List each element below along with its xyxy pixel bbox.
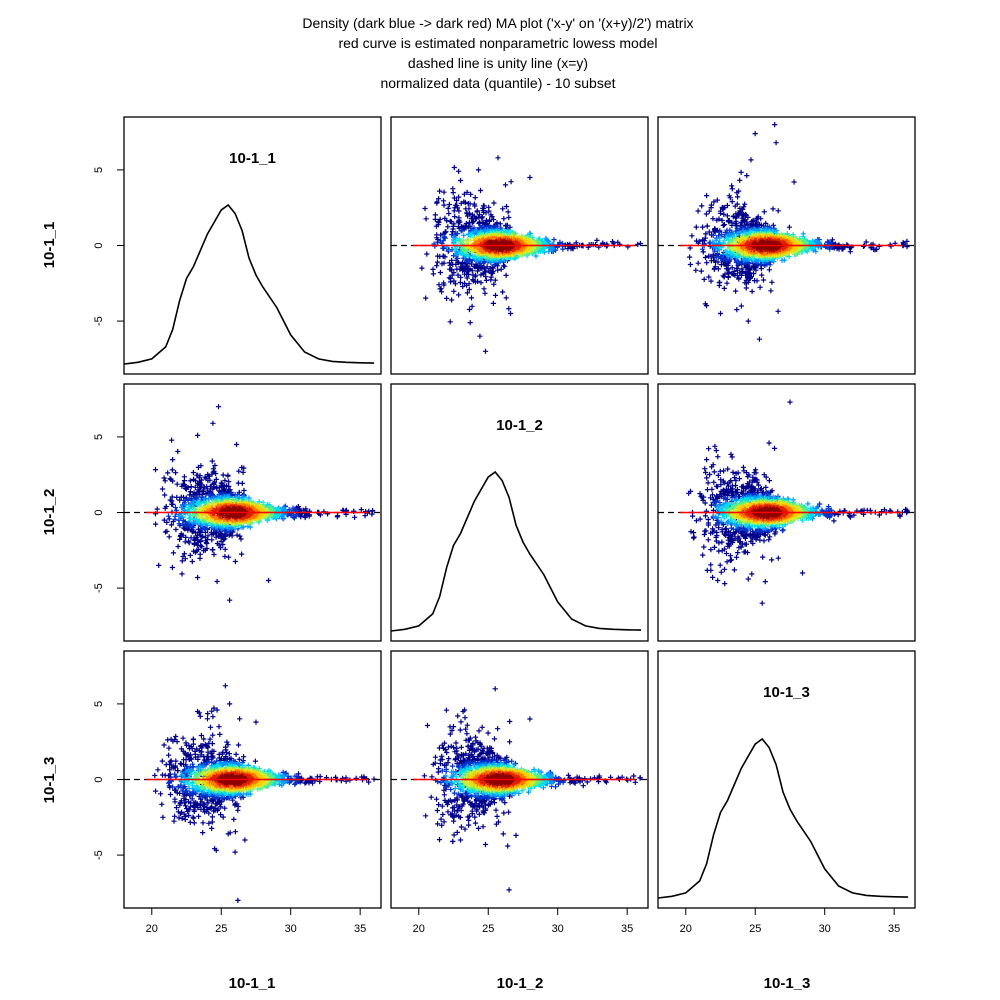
y-axis-row-2: -5 0 5 — [93, 434, 124, 593]
title-line-1: Density (dark blue -> dark red) MA plot … — [302, 15, 693, 31]
title-line-3: dashed line is unity line (x=y) — [408, 55, 588, 71]
x-axis-col-1: 20 25 30 35 — [146, 908, 366, 935]
diagonal-sample-label: 10-1_2 — [496, 417, 543, 434]
y-tick-label: 0 — [93, 242, 105, 248]
title-line-4: normalized data (quantile) - 10 subset — [380, 75, 615, 91]
panel-frame — [390, 116, 649, 375]
x-axis-col-2: 20 25 30 35 — [413, 908, 633, 935]
row-label-2: 10-1_2 — [41, 489, 58, 536]
x-axis-col-3: 20 25 30 35 — [680, 908, 900, 935]
panel-grid: 10-1_1 10-1_2 10-1_3 — [123, 116, 916, 909]
density-curve — [124, 203, 375, 365]
density-points-level-1 — [419, 155, 643, 354]
y-tick-label: 5 — [93, 434, 105, 440]
panel-r2-c3 — [657, 383, 916, 642]
diagonal-sample-label: 10-1_3 — [763, 684, 810, 701]
panel-r3-c2 — [390, 650, 649, 909]
y-tick-label: -5 — [93, 850, 105, 860]
panel-plot-area — [391, 155, 648, 354]
y-tick-label: 5 — [93, 701, 105, 707]
row-label-3: 10-1_3 — [41, 757, 58, 804]
panel-plot-area — [391, 686, 648, 893]
panel-r2-c2: 10-1_2 — [390, 383, 649, 642]
title-line-2: red curve is estimated nonparametric low… — [338, 35, 657, 51]
panel-plot-area — [124, 683, 381, 903]
diagonal-sample-label: 10-1_1 — [229, 150, 276, 167]
y-tick-label: -5 — [93, 316, 105, 326]
panel-frame — [390, 383, 649, 642]
x-tick-label: 25 — [482, 923, 494, 935]
panel-frame — [657, 650, 916, 909]
panel-r1-c2 — [390, 116, 649, 375]
x-tick-label: 35 — [354, 923, 366, 935]
x-axes: 20 25 30 35 20 25 30 35 20 25 30 35 — [146, 908, 900, 935]
x-tick-label: 35 — [621, 923, 633, 935]
panel-plot-area — [658, 737, 909, 899]
panel-plot-area — [391, 470, 642, 632]
panel-plot-area — [124, 203, 375, 365]
panel-r2-c1 — [123, 383, 382, 642]
x-tick-label: 25 — [215, 923, 227, 935]
row-axis-labels: 10-1_1 10-1_2 10-1_3 — [41, 222, 58, 804]
column-axis-labels: 10-1_1 10-1_2 10-1_3 — [229, 975, 811, 992]
panel-frame — [657, 116, 916, 375]
x-tick-label: 35 — [888, 923, 900, 935]
panel-r3-c1 — [123, 650, 382, 909]
panel-plot-area — [658, 122, 915, 342]
panel-r1-c3 — [657, 116, 916, 375]
y-axis-row-1: -5 0 5 — [93, 167, 124, 326]
panel-r1-c1: 10-1_1 — [123, 116, 382, 375]
col-label-1: 10-1_1 — [229, 975, 276, 992]
panel-plot-area — [124, 404, 381, 603]
density-curve — [658, 737, 909, 899]
col-label-2: 10-1_2 — [497, 975, 544, 992]
y-tick-label: 0 — [93, 776, 105, 782]
panel-frame — [657, 383, 916, 642]
density-curve — [391, 470, 642, 632]
x-tick-label: 30 — [285, 923, 297, 935]
x-tick-label: 20 — [146, 923, 158, 935]
x-tick-label: 30 — [819, 923, 831, 935]
row-label-1: 10-1_1 — [41, 222, 58, 269]
y-tick-label: 5 — [93, 167, 105, 173]
y-axis-row-3: -5 0 5 — [93, 701, 124, 860]
panel-plot-area — [658, 399, 915, 606]
x-tick-label: 25 — [749, 923, 761, 935]
panel-r3-c3: 10-1_3 — [657, 650, 916, 909]
x-tick-label: 20 — [413, 923, 425, 935]
y-tick-label: 0 — [93, 509, 105, 515]
x-tick-label: 20 — [680, 923, 692, 935]
y-axes: -5 0 5 -5 0 5 -5 0 5 — [93, 167, 124, 860]
x-tick-label: 30 — [552, 923, 564, 935]
panel-frame — [390, 650, 649, 909]
col-label-3: 10-1_3 — [764, 975, 811, 992]
density-points-level-2 — [699, 224, 835, 268]
figure-title: Density (dark blue -> dark red) MA plot … — [302, 15, 693, 91]
y-tick-label: -5 — [93, 583, 105, 593]
